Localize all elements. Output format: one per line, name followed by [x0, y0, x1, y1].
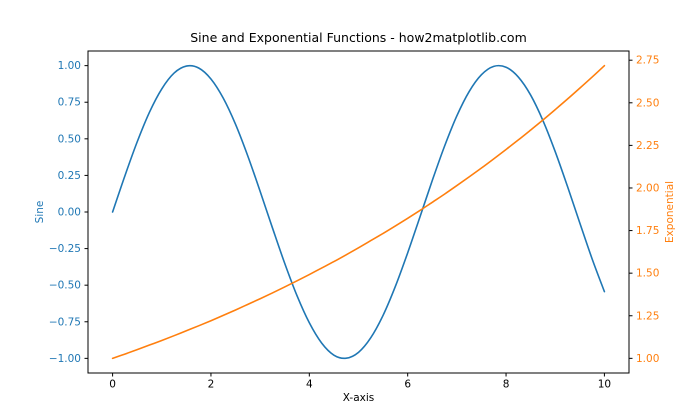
right-axis-label: Exponential — [663, 180, 676, 244]
x-tick-label: 2 — [208, 379, 215, 391]
left-tick-label: 0.25 — [58, 170, 81, 182]
left-tick-label: 1.00 — [58, 60, 81, 72]
right-tick-label: 2.00 — [636, 182, 659, 194]
right-tick-label: 1.75 — [636, 225, 659, 237]
chart-title: Sine and Exponential Functions - how2mat… — [190, 30, 527, 45]
left-tick-label: 0.75 — [58, 97, 81, 109]
exponential-line — [111, 64, 606, 360]
x-tick-label: 0 — [109, 379, 116, 391]
left-axis-label: Sine — [33, 200, 46, 224]
x-tick-label: 8 — [503, 379, 510, 391]
left-tick-label: −0.50 — [49, 280, 81, 292]
sine-line — [111, 64, 606, 360]
left-tick-label: −0.25 — [49, 243, 81, 255]
right-tick-label: 2.75 — [636, 55, 659, 67]
x-tick-label: 10 — [598, 379, 611, 391]
left-tick-label: −1.00 — [49, 353, 81, 365]
right-tick-label: 1.25 — [636, 310, 659, 322]
x-tick-label: 6 — [404, 379, 411, 391]
right-tick-label: 2.25 — [636, 140, 659, 152]
plot-frame — [87, 50, 630, 374]
left-tick-label: 0.50 — [58, 133, 81, 145]
right-tick-label: 1.00 — [636, 353, 659, 365]
left-tick-label: 0.00 — [58, 207, 81, 219]
x-tick-label: 4 — [306, 379, 313, 391]
right-tick-label: 1.50 — [636, 268, 659, 280]
x-axis-label: X-axis — [342, 392, 375, 404]
left-tick-label: −0.75 — [49, 316, 81, 328]
right-tick-label: 2.50 — [636, 97, 659, 109]
